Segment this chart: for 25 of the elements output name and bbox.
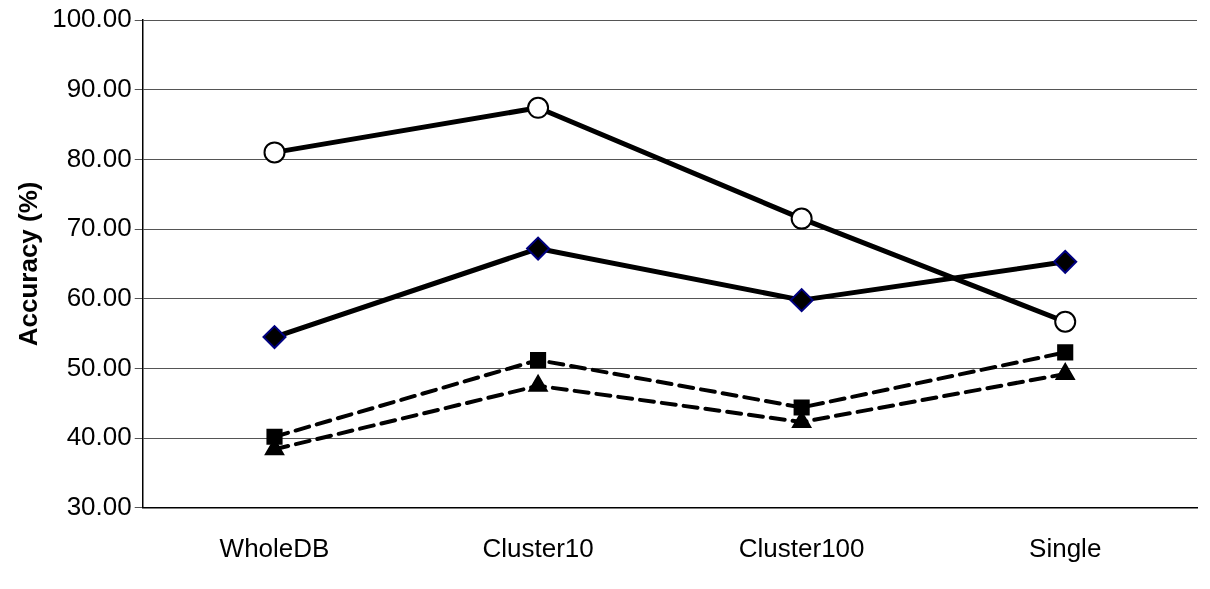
y-tick-label: 30.00 [66, 490, 132, 521]
point [262, 325, 287, 350]
point [527, 96, 550, 119]
y-axis-title: Accuracy (%) [12, 181, 43, 347]
x-tick-label: Cluster10 [482, 532, 594, 563]
point [789, 288, 814, 313]
x-tick-label: Single [1029, 532, 1102, 563]
point [793, 399, 810, 416]
y-tick-label: 80.00 [66, 142, 132, 173]
point [1057, 344, 1074, 361]
y-tick-label: 100.00 [52, 3, 132, 34]
y-tick-label: 50.00 [66, 351, 132, 382]
point [790, 207, 813, 230]
y-tick-label: 90.00 [66, 72, 132, 103]
x-tick-label: Cluster100 [738, 532, 865, 563]
y-tick-label: 60.00 [66, 281, 132, 312]
point [526, 236, 551, 261]
point [1054, 310, 1077, 333]
y-tick-label: 40.00 [66, 421, 132, 452]
point [263, 141, 286, 164]
x-tick-label: WholeDB [219, 532, 330, 563]
point [530, 352, 547, 369]
point [266, 428, 283, 445]
y-tick-label: 70.00 [66, 212, 132, 243]
point [1053, 249, 1078, 274]
